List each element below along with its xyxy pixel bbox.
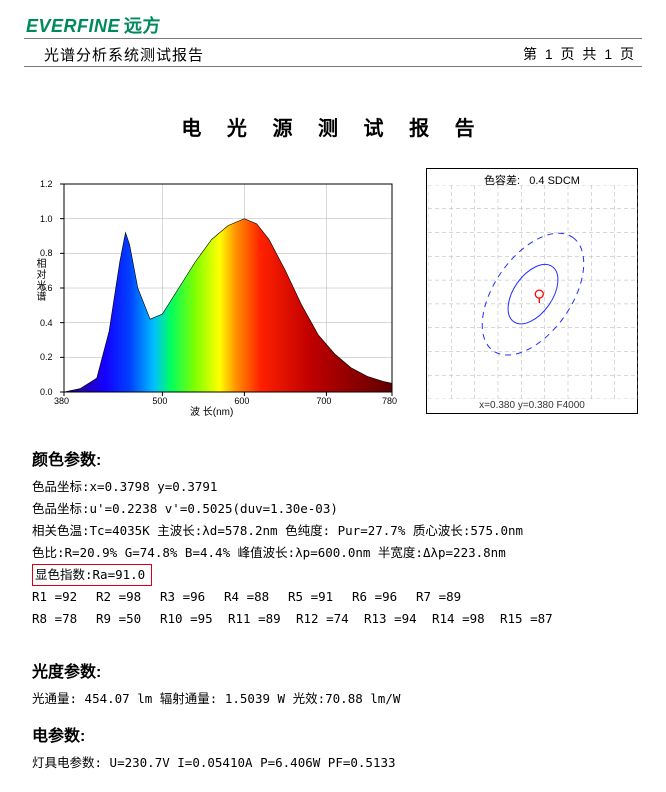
ytick: 0.4: [40, 318, 53, 328]
chart-area: 相对光谱 波 长(nm) 0.0 0.2 0.4 0.6 0.8 1.0 1.2 380 500…: [30, 168, 640, 428]
color-line1: 色品坐标:x=0.3798 y=0.3791: [32, 476, 636, 498]
xtick: 600: [234, 396, 249, 406]
photometry-title: 光度参数:: [32, 658, 636, 682]
section-electrical: 电参数: 灯具电参数: U=230.7V I=0.05410A P=6.406W…: [32, 722, 636, 774]
r-value-R8: R8 =78: [32, 608, 96, 630]
color-line3: 相关色温:Tc=4035K 主波长:λd=578.2nm 色纯度: Pur=27…: [32, 520, 636, 542]
spectrum-chart: [58, 180, 398, 412]
ytick: 1.0: [40, 214, 53, 224]
r-values-row1: R1 =92R2 =98R3 =96R4 =88R5 =91R6 =96R7 =…: [32, 586, 636, 608]
r-value-R6: R6 =96: [352, 586, 416, 608]
r-value-R4: R4 =88: [224, 586, 288, 608]
r-value-R13: R13 =94: [364, 608, 432, 630]
brand-logo: EVERFINE远方: [26, 12, 161, 38]
r-value-R1: R1 =92: [32, 586, 96, 608]
cie-plot: [428, 185, 638, 399]
section-photometry: 光度参数: 光通量: 454.07 lm 辐射通量: 1.5039 W 光效:7…: [32, 658, 636, 710]
ytick: 0.2: [40, 352, 53, 362]
r-value-R2: R2 =98: [96, 586, 160, 608]
cie-footer: x=0.380 y=0.380 F4000: [427, 400, 637, 411]
xtick: 700: [316, 396, 331, 406]
r-value-R5: R5 =91: [288, 586, 352, 608]
r-values-row2: R8 =78R9 =50R10 =95R11 =89R12 =74R13 =94…: [32, 608, 636, 630]
r-value-R9: R9 =50: [96, 608, 160, 630]
photometry-line1: 光通量: 454.07 lm 辐射通量: 1.5039 W 光效:70.88 l…: [32, 688, 636, 710]
xtick: 500: [152, 396, 167, 406]
ytick: 0.0: [40, 387, 53, 397]
r-value-R15: R15 =87: [500, 608, 568, 630]
spectrum-xlabel: 波 长(nm): [190, 403, 233, 418]
r-value-R3: R3 =96: [160, 586, 224, 608]
brand-en: EVERFINE: [26, 16, 120, 36]
spectrum-ylabel: 相对光谱: [32, 258, 47, 302]
cri-highlight: 显色指数:Ra=91.0: [32, 564, 152, 586]
cie-chart: 色容差: 0.4 SDCM x=0.380 y=0.380 F4000: [426, 168, 638, 414]
r-value-R7: R7 =89: [416, 586, 480, 608]
xtick: 780: [382, 396, 397, 406]
r-value-R12: R12 =74: [296, 608, 364, 630]
report-subtitle: 光谱分析系统测试报告: [44, 44, 204, 65]
color-highlight-line: 显色指数:Ra=91.0: [32, 564, 636, 586]
header-rule-bottom: [24, 66, 642, 67]
electrical-line1: 灯具电参数: U=230.7V I=0.05410A P=6.406W PF=0…: [32, 752, 636, 774]
electrical-title: 电参数:: [32, 722, 636, 746]
page-indicator: 第 1 页 共 1 页: [523, 44, 636, 64]
ytick: 0.8: [40, 248, 53, 258]
ytick: 0.6: [40, 283, 53, 293]
r-value-R11: R11 =89: [228, 608, 296, 630]
header-rule-top: [24, 38, 642, 39]
main-title: 电 光 源 测 试 报 告: [0, 112, 666, 141]
color-params-title: 颜色参数:: [32, 446, 636, 470]
color-line4: 色比:R=20.9% G=74.8% B=4.4% 峰值波长:λp=600.0n…: [32, 542, 636, 564]
brand-cn: 远方: [124, 16, 161, 36]
color-line2: 色品坐标:u'=0.2238 v'=0.5025(duv=1.30e-03): [32, 498, 636, 520]
ytick: 1.2: [40, 179, 53, 189]
r-value-R14: R14 =98: [432, 608, 500, 630]
xtick: 380: [54, 396, 69, 406]
r-value-R10: R10 =95: [160, 608, 228, 630]
section-color-params: 颜色参数: 色品坐标:x=0.3798 y=0.3791 色品坐标:u'=0.2…: [32, 446, 636, 630]
